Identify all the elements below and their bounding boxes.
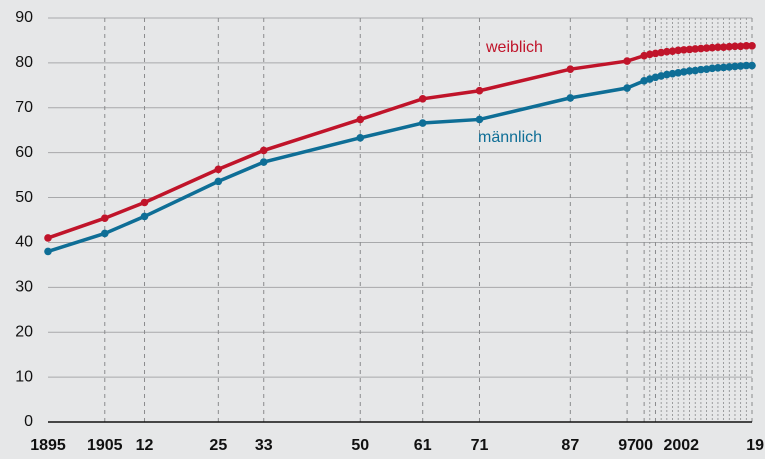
data-point (475, 86, 484, 95)
data-point (566, 94, 575, 102)
y-tick-label: 40 (15, 234, 33, 251)
data-point (44, 234, 52, 242)
x-tick-label: 12 (136, 437, 154, 454)
data-point (657, 72, 665, 80)
x-tick-label: 33 (255, 437, 273, 454)
x-tick-label: 71 (471, 437, 489, 454)
data-point (714, 43, 722, 51)
data-point (680, 68, 688, 76)
x-tick-label: 25 (209, 437, 227, 454)
data-point (651, 73, 660, 82)
data-point (566, 65, 575, 73)
data-point (214, 177, 223, 186)
x-tick-label: 97 (618, 437, 636, 454)
x-tick-label: 87 (561, 437, 579, 454)
data-point (640, 51, 648, 60)
y-tick-label: 20 (15, 323, 33, 340)
data-point (702, 44, 711, 52)
data-point (714, 64, 722, 72)
data-point (668, 69, 677, 78)
data-point (731, 62, 739, 71)
data-point (356, 134, 365, 142)
data-point (736, 42, 745, 51)
data-point (100, 214, 109, 223)
data-point (657, 48, 665, 57)
series-label: männlich (478, 129, 542, 146)
y-tick-label: 10 (15, 368, 33, 385)
y-tick-label: 90 (15, 9, 33, 26)
data-point (697, 44, 705, 53)
x-tick-label: 00 (635, 437, 653, 454)
data-point (748, 61, 756, 70)
data-point (623, 57, 631, 65)
data-point (140, 198, 149, 207)
data-point (646, 50, 654, 59)
data-point (214, 165, 223, 174)
y-tick-label: 60 (15, 144, 33, 161)
data-point (691, 66, 700, 75)
data-point (742, 61, 751, 70)
x-tick-label: 50 (351, 437, 369, 454)
y-tick-label: 30 (15, 279, 33, 296)
data-point (663, 70, 671, 79)
x-tick-label: 1905 (87, 437, 123, 454)
data-point (674, 46, 682, 55)
data-point (702, 65, 711, 73)
data-point (736, 62, 745, 70)
x-tick-label: 61 (414, 437, 432, 454)
data-point (259, 158, 268, 166)
x-tick-label: 2002 (663, 437, 699, 454)
data-point (100, 229, 109, 238)
y-tick-label: 80 (15, 54, 33, 71)
x-tick-label: 19 (746, 437, 764, 454)
data-point (651, 49, 660, 58)
data-point (680, 46, 688, 54)
data-point (719, 43, 728, 51)
data-point (742, 42, 751, 50)
data-point (44, 247, 52, 256)
data-point (725, 42, 734, 51)
data-point (623, 84, 631, 92)
data-point (731, 42, 739, 51)
data-point (685, 45, 694, 54)
data-point (708, 43, 717, 52)
data-point (418, 119, 427, 127)
data-point (719, 63, 728, 72)
y-tick-label: 70 (15, 99, 33, 116)
data-point (668, 47, 677, 56)
data-point (418, 95, 427, 103)
y-tick-label: 50 (15, 189, 33, 206)
series-label: weiblich (485, 39, 543, 56)
data-point (725, 63, 734, 71)
x-tick-label: 1895 (30, 437, 66, 454)
data-point (685, 67, 694, 75)
data-point (140, 212, 149, 221)
data-point (475, 115, 484, 124)
data-point (748, 42, 756, 50)
data-point (259, 146, 268, 155)
y-tick-label: 0 (24, 413, 33, 430)
data-point (691, 45, 700, 53)
data-point (708, 64, 717, 73)
data-point (697, 65, 705, 74)
data-point (356, 115, 365, 124)
data-point (663, 47, 671, 56)
data-point (674, 68, 682, 77)
